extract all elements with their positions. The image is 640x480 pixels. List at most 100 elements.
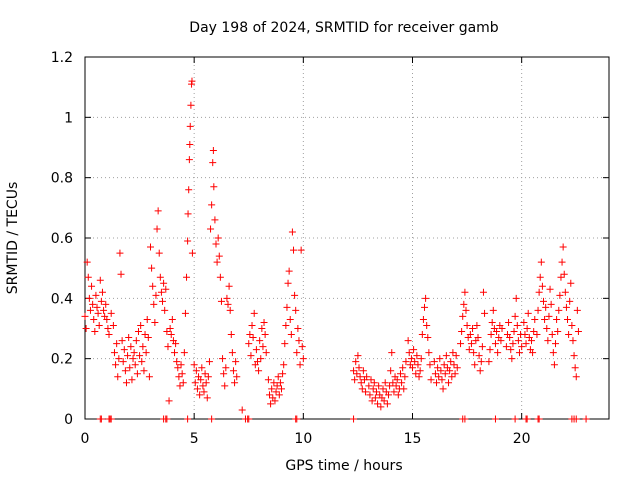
data-point (149, 282, 157, 290)
data-point (380, 397, 388, 405)
data-point (291, 291, 299, 299)
data-point (260, 318, 268, 326)
data-point (163, 328, 171, 336)
data-point (278, 385, 285, 393)
data-point (527, 337, 535, 345)
data-point (475, 352, 483, 360)
data-point (471, 361, 479, 369)
data-point (85, 294, 93, 302)
data-point (172, 340, 180, 348)
data-point (375, 382, 383, 390)
data-point (489, 306, 497, 314)
data-point (419, 315, 427, 323)
data-point (446, 367, 454, 375)
data-point (574, 328, 582, 336)
data-point (141, 331, 149, 339)
data-point (184, 237, 192, 245)
data-point (252, 346, 260, 354)
data-point (439, 385, 447, 393)
data-point (400, 385, 408, 393)
x-tick-label: 5 (190, 431, 199, 447)
data-point (256, 337, 264, 345)
data-point (407, 355, 415, 363)
data-point (421, 303, 429, 311)
data-point (134, 328, 142, 336)
data-point (570, 352, 578, 360)
data-point (398, 379, 406, 387)
data-point (90, 315, 98, 323)
data-point (426, 361, 434, 369)
data-point (536, 273, 544, 281)
data-point (485, 358, 493, 366)
data-point (394, 391, 402, 399)
data-point (286, 315, 294, 323)
data-point (498, 325, 506, 332)
data-point (184, 415, 192, 423)
data-point (356, 373, 364, 381)
data-point (171, 349, 179, 357)
data-point (110, 349, 118, 357)
data-point (487, 331, 495, 339)
data-point (216, 273, 224, 281)
data-point (91, 328, 99, 336)
y-tick-label: 0 (64, 412, 73, 428)
x-tick-label: 15 (404, 431, 422, 447)
data-point (93, 303, 101, 311)
data-point (424, 334, 432, 342)
data-point (458, 328, 466, 336)
data-point (120, 346, 128, 354)
data-point (384, 391, 392, 399)
data-point (396, 370, 404, 378)
data-point (509, 340, 517, 348)
data-point (298, 343, 306, 351)
data-point (417, 355, 425, 363)
data-point (479, 288, 487, 296)
data-point (295, 337, 303, 345)
data-point (178, 370, 186, 378)
data-point (86, 306, 94, 314)
data-point (155, 249, 163, 257)
data-point (508, 355, 516, 363)
data-point (221, 382, 229, 390)
data-point (233, 373, 241, 381)
y-tick-label: 0.6 (51, 231, 73, 247)
data-point (512, 294, 520, 302)
data-point (404, 337, 412, 345)
data-point (465, 346, 473, 354)
data-point (521, 331, 529, 339)
data-point (555, 306, 563, 314)
data-point (287, 331, 295, 339)
data-point (533, 331, 541, 339)
data-point (463, 321, 471, 329)
data-point (546, 285, 554, 293)
data-point (125, 334, 133, 342)
data-point (249, 334, 257, 342)
data-point (97, 415, 105, 423)
data-point (247, 352, 255, 360)
data-point (293, 349, 301, 357)
data-point (98, 288, 106, 296)
data-point (431, 370, 439, 378)
data-point (208, 201, 216, 209)
data-point (392, 382, 400, 390)
data-point (208, 415, 216, 423)
data-point (238, 406, 246, 414)
data-point (544, 337, 552, 345)
data-point (461, 288, 469, 296)
data-point (215, 252, 223, 260)
data-point (493, 328, 501, 336)
data-point (358, 385, 366, 393)
data-point (514, 337, 522, 345)
data-point (204, 373, 212, 381)
data-point (549, 349, 557, 357)
data-point (537, 258, 545, 266)
data-point (460, 300, 468, 308)
data-point (193, 385, 201, 393)
data-point (564, 315, 572, 323)
data-point (115, 355, 123, 363)
data-point (362, 388, 370, 396)
chart-title: Day 198 of 2024, SRMTID for receiver gam… (189, 20, 499, 36)
y-tick-label: 1 (64, 110, 73, 126)
data-point (473, 321, 481, 329)
data-point (272, 388, 280, 396)
